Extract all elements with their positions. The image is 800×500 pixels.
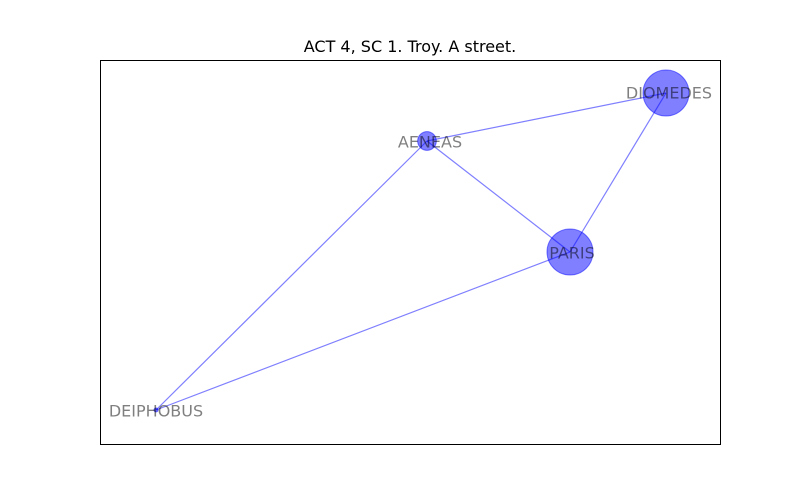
node-label-deiphobus: DEIPHOBUS — [109, 402, 203, 421]
node-label-paris: PARIS — [549, 244, 595, 263]
node-label-aeneas: AENEAS — [398, 133, 462, 152]
edge-diomedes-paris — [569, 92, 667, 253]
nodes-layer — [153, 69, 690, 413]
edge-aeneas-diomedes — [426, 92, 667, 142]
node-paris — [546, 228, 594, 276]
node-aeneas — [417, 131, 437, 151]
edge-paris-deiphobus — [155, 251, 571, 411]
figure-title: ACT 4, SC 1. Troy. A street. — [304, 37, 517, 56]
plot-frame — [100, 60, 721, 445]
labels-layer: AENEAS DIOMEDES PARIS DEIPHOBUS — [109, 84, 712, 421]
edge-aeneas-paris — [426, 140, 571, 253]
edge-aeneas-deiphobus — [155, 140, 428, 411]
node-deiphobus — [153, 407, 159, 413]
edges-layer — [155, 92, 667, 411]
node-diomedes — [642, 69, 690, 117]
node-label-diomedes: DIOMEDES — [626, 84, 712, 103]
